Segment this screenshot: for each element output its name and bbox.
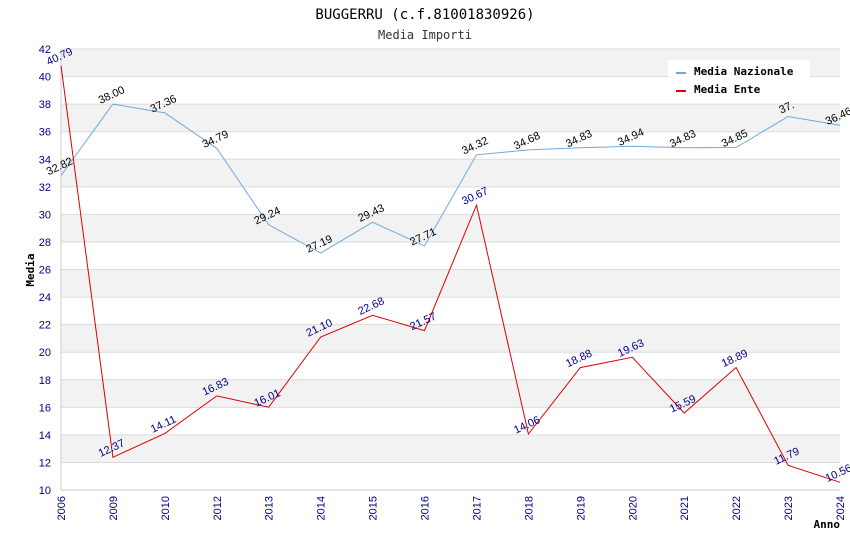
y-tick-label: 30 [39, 209, 51, 221]
data-label: 37. [777, 99, 796, 116]
x-axis-label: Anno [814, 518, 841, 531]
grid-band [61, 241, 840, 270]
legend-box [668, 60, 810, 102]
grid-band [61, 434, 840, 463]
y-tick-label: 38 [39, 99, 51, 111]
gridlines [60, 48, 840, 491]
grid-band [61, 297, 840, 325]
y-tick-label: 32 [39, 182, 51, 194]
x-tick-label: 2019 [575, 496, 587, 520]
y-tick-label: 28 [39, 237, 51, 249]
y-tick-label: 24 [39, 292, 51, 304]
x-tick-label: 2006 [56, 496, 68, 520]
y-axis-ticks: 10 12 14 16 18 20 22 24 26 28 30 32 34 36 38 40 42 [39, 44, 51, 497]
y-tick-label: 26 [39, 265, 51, 277]
y-tick-label: 40 [39, 72, 51, 84]
x-tick-label: 2016 [420, 496, 432, 520]
y-tick-label: 34 [39, 154, 51, 166]
y-tick-label: 16 [39, 402, 51, 414]
chart-subtitle: Media Importi [378, 28, 472, 42]
legend-label-media-ente: Media Ente [694, 83, 761, 96]
x-tick-label: 2020 [627, 496, 639, 520]
x-tick-label: 2015 [368, 496, 380, 520]
grid-band [61, 214, 840, 242]
series-line-media-nazionale [60, 103, 841, 254]
x-tick-label: 2023 [783, 496, 795, 520]
x-tick-label: 2021 [679, 496, 691, 520]
grid-band [61, 131, 840, 160]
grid-band [61, 352, 840, 380]
grid-band [61, 104, 840, 132]
chart-title: BUGGERRU (c.f.81001830926) [315, 7, 534, 23]
x-tick-label: 2010 [160, 496, 172, 520]
grid-band [61, 407, 840, 435]
x-tick-label: 2022 [731, 496, 743, 520]
grid-band [61, 379, 840, 408]
x-tick-label: 2013 [264, 496, 276, 520]
x-tick-label: 2012 [212, 496, 224, 520]
grid-band [61, 269, 840, 298]
grid-band [61, 462, 840, 490]
grid-band [61, 324, 840, 353]
x-tick-label: 2018 [523, 496, 535, 520]
y-tick-label: 10 [39, 485, 51, 497]
legend: Media Nazionale Media Ente [668, 60, 810, 102]
series-line-media-ente [60, 65, 841, 483]
x-tick-label: 2017 [471, 496, 483, 520]
y-tick-label: 12 [39, 457, 51, 469]
grid-band [61, 159, 840, 187]
y-tick-label: 14 [39, 430, 51, 442]
y-tick-label: 20 [39, 347, 51, 359]
series-lines [60, 65, 841, 483]
x-axis-ticks: 2006 2009 2010 2012 2013 2014 2015 2016 2017 2018… [56, 496, 847, 520]
y-tick-label: 22 [39, 320, 51, 332]
y-tick-label: 42 [39, 44, 51, 56]
y-axis-label: Media [24, 253, 37, 286]
grid-bands [61, 49, 840, 490]
x-tick-label: 2009 [108, 496, 120, 520]
x-tick-label: 2014 [316, 496, 328, 520]
y-tick-label: 18 [39, 375, 51, 387]
x-tick-label: 2024 [835, 496, 847, 520]
legend-label-media-nazionale: Media Nazionale [694, 65, 794, 78]
y-tick-label: 36 [39, 127, 51, 139]
